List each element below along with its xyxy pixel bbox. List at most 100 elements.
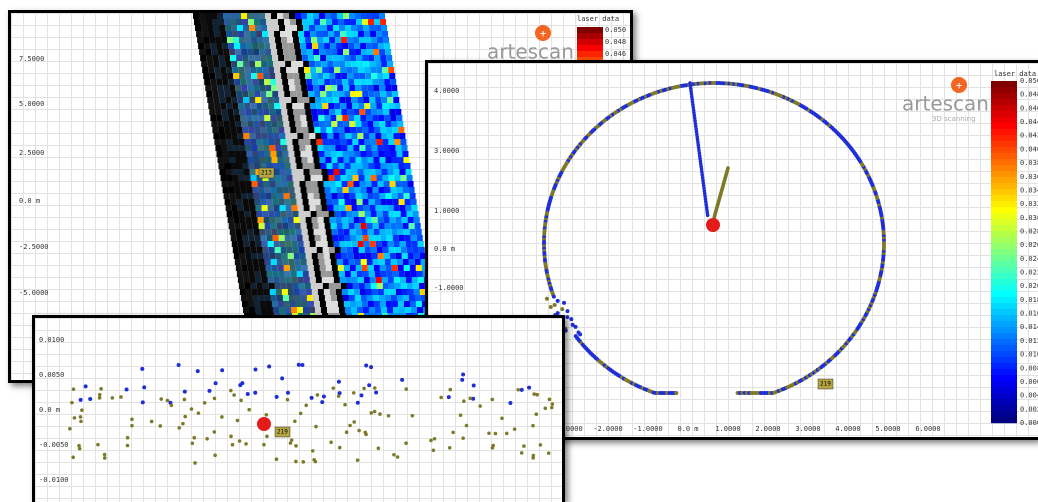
scan-cell <box>264 259 271 265</box>
scan-cell <box>377 73 384 79</box>
scan-cell <box>296 19 303 25</box>
scan-cell <box>223 13 229 19</box>
scan-cell <box>337 265 344 271</box>
colorbar-cell <box>991 327 1017 334</box>
scan-cell <box>215 37 222 43</box>
scan-cell <box>261 97 268 103</box>
colorbar-cell <box>991 339 1017 346</box>
colorbar-cell <box>991 285 1017 292</box>
colorbar-cell <box>991 381 1017 388</box>
scan-cell <box>344 163 351 169</box>
scan-cell <box>397 121 404 127</box>
x-tick-label: 6.0000 <box>915 425 940 433</box>
scan-cell <box>250 283 257 289</box>
scan-cell <box>367 13 373 19</box>
scan-cell <box>244 175 251 181</box>
scan-cell <box>399 169 406 175</box>
scan-cell <box>332 271 339 277</box>
scan-cell <box>282 151 289 157</box>
scan-point <box>244 442 248 446</box>
scan-cell <box>377 37 384 43</box>
scan-cell <box>265 85 272 91</box>
scan-cell <box>364 139 371 145</box>
scan-cell <box>298 247 305 253</box>
scan-cell <box>265 157 272 163</box>
scan-cell <box>350 163 357 169</box>
legend-label: 0.030 <box>1020 214 1038 222</box>
scan-cell <box>346 211 353 217</box>
scan-cell <box>199 13 205 19</box>
scan-point <box>504 431 509 436</box>
scan-point <box>532 392 536 396</box>
scan-cell <box>306 79 313 85</box>
scan-cell <box>373 85 380 91</box>
scan-cell <box>335 73 342 79</box>
scan-cell <box>320 271 327 277</box>
scan-cell <box>206 91 213 97</box>
scan-cell <box>358 139 365 145</box>
scan-cell <box>371 37 378 43</box>
scan-cell <box>243 97 250 103</box>
scan-cell <box>410 235 417 241</box>
scan-cell <box>385 121 392 127</box>
scan-cell <box>312 187 319 193</box>
scan-cell <box>381 205 388 211</box>
scan-cell <box>319 229 326 235</box>
colorbar-cell <box>991 237 1017 244</box>
scan-cell <box>222 187 229 193</box>
points-window: 0.0100 0.0050 0.0 m -0.0050 -0.0100 219 <box>32 315 565 502</box>
scan-cell <box>307 13 313 19</box>
scan-cell <box>227 181 234 187</box>
scan-cell <box>194 19 201 25</box>
scan-cell <box>302 55 309 61</box>
scan-cell <box>243 61 250 67</box>
scan-cell <box>388 175 395 181</box>
scan-cell <box>340 31 347 37</box>
scan-cell <box>391 85 398 91</box>
scan-cell <box>369 169 376 175</box>
scan-cell <box>277 13 283 19</box>
colorbar-cell <box>991 219 1017 226</box>
scan-cell <box>259 49 266 55</box>
scan-cell <box>252 187 259 193</box>
scan-cell <box>233 217 240 223</box>
scan-cell <box>336 295 343 301</box>
scan-cell <box>234 151 241 157</box>
scan-cell <box>365 145 372 151</box>
scan-cell <box>397 265 404 271</box>
scan-cell <box>314 127 321 133</box>
scan-cell <box>362 91 369 97</box>
scan-cell <box>339 61 346 67</box>
scan-cell <box>279 25 286 31</box>
scan-cell <box>304 175 311 181</box>
legend-label: 0.014 <box>1020 323 1038 331</box>
scan-cell <box>299 37 306 43</box>
scan-cell <box>384 43 391 49</box>
scan-cell <box>205 85 212 91</box>
scan-cell <box>343 265 350 271</box>
scan-cell <box>295 85 302 91</box>
scan-cell <box>308 127 315 133</box>
scan-cell <box>344 307 351 313</box>
scan-cell <box>199 49 206 55</box>
scan-point <box>344 430 349 435</box>
scan-cell <box>314 19 321 25</box>
scan-cell <box>275 181 282 187</box>
scan-point <box>519 451 524 455</box>
scan-cell <box>284 235 291 241</box>
scan-cell <box>348 115 355 121</box>
scan-cell <box>240 187 247 193</box>
scan-cell <box>366 115 373 121</box>
scan-cell <box>277 265 284 271</box>
scan-cell <box>321 97 328 103</box>
scan-cell <box>254 199 261 205</box>
scan-cell <box>320 91 327 97</box>
scan-point <box>378 412 382 416</box>
scan-cell <box>343 13 349 19</box>
scan-point <box>372 386 377 390</box>
scan-cell <box>296 55 303 61</box>
scan-cell <box>372 151 379 157</box>
scan-cell <box>347 181 354 187</box>
scan-cell <box>254 163 261 169</box>
scan-point <box>688 86 693 91</box>
